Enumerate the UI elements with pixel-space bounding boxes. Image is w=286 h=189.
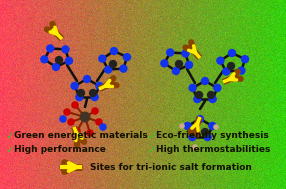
Circle shape (216, 57, 225, 65)
Circle shape (109, 60, 117, 68)
Circle shape (192, 144, 198, 150)
Circle shape (91, 107, 99, 115)
Circle shape (160, 59, 168, 67)
Circle shape (201, 128, 209, 136)
Circle shape (95, 82, 104, 90)
Circle shape (67, 118, 75, 126)
Circle shape (46, 44, 54, 53)
Text: ✓: ✓ (147, 145, 156, 155)
Circle shape (123, 53, 131, 61)
Text: Green energetic materials: Green energetic materials (14, 131, 148, 140)
Circle shape (119, 64, 128, 73)
Circle shape (77, 89, 85, 97)
Text: ✓: ✓ (147, 131, 156, 141)
Circle shape (185, 61, 193, 69)
Circle shape (89, 89, 97, 97)
Circle shape (195, 91, 203, 99)
Circle shape (172, 67, 180, 75)
Circle shape (80, 112, 90, 122)
Text: High performance: High performance (14, 145, 106, 154)
Circle shape (52, 63, 60, 71)
Circle shape (191, 128, 199, 136)
Circle shape (227, 62, 235, 70)
Text: ✓: ✓ (5, 131, 14, 141)
Circle shape (181, 49, 190, 58)
Circle shape (104, 65, 112, 74)
Circle shape (208, 122, 217, 130)
Circle shape (166, 48, 174, 57)
Text: Eco-friendly synthesis: Eco-friendly synthesis (156, 131, 269, 140)
Circle shape (207, 91, 215, 99)
Circle shape (188, 133, 196, 141)
Text: ✓: ✓ (5, 145, 14, 155)
Circle shape (213, 84, 222, 92)
Circle shape (65, 57, 73, 65)
Text: Sites for tri-ionic salt formation: Sites for tri-ionic salt formation (90, 163, 252, 171)
Circle shape (59, 115, 67, 123)
Circle shape (203, 133, 212, 141)
Circle shape (61, 45, 70, 54)
Circle shape (179, 123, 185, 129)
Circle shape (188, 84, 197, 92)
Circle shape (183, 122, 192, 130)
Circle shape (98, 54, 107, 63)
Circle shape (99, 123, 107, 131)
Circle shape (71, 101, 79, 109)
Circle shape (193, 95, 202, 103)
Circle shape (175, 60, 183, 68)
Circle shape (83, 75, 91, 83)
Circle shape (73, 127, 81, 135)
Circle shape (95, 118, 103, 126)
Circle shape (40, 55, 49, 64)
Circle shape (86, 129, 94, 137)
Circle shape (196, 115, 204, 123)
Circle shape (208, 95, 217, 103)
Circle shape (55, 56, 63, 64)
Circle shape (201, 77, 209, 85)
Circle shape (75, 93, 84, 101)
Circle shape (70, 82, 79, 90)
Text: High thermostabilities: High thermostabilities (156, 145, 270, 154)
Circle shape (237, 66, 246, 75)
Circle shape (241, 55, 249, 63)
Circle shape (222, 67, 231, 76)
Circle shape (90, 93, 99, 101)
Circle shape (63, 108, 71, 116)
Circle shape (110, 47, 118, 55)
Circle shape (228, 49, 236, 57)
Circle shape (213, 124, 219, 130)
